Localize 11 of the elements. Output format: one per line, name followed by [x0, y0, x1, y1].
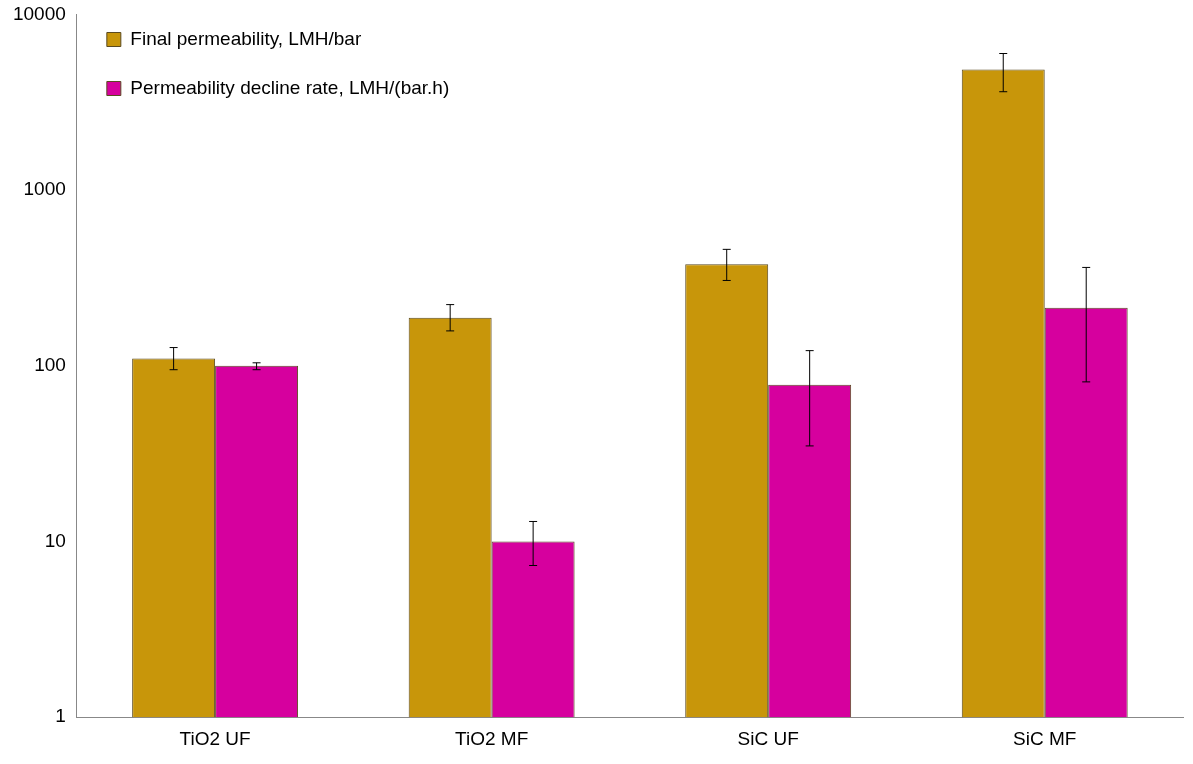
y-tick-label: 1000 — [23, 178, 66, 200]
x-tick-label: TiO2 UF — [179, 727, 251, 749]
y-tick-label: 10000 — [12, 2, 66, 24]
y-tick-label: 100 — [34, 354, 66, 376]
legend-label: Final permeability, LMH/bar — [130, 27, 362, 49]
x-tick-label: SiC MF — [1013, 727, 1077, 749]
y-tick-label: 10 — [44, 529, 66, 551]
x-tick-label: TiO2 MF — [455, 727, 529, 749]
legend-label: Permeability decline rate, LMH/(bar.h) — [130, 76, 450, 98]
y-tick-label: 1 — [55, 705, 66, 727]
x-tick-label: SiC UF — [737, 727, 799, 749]
